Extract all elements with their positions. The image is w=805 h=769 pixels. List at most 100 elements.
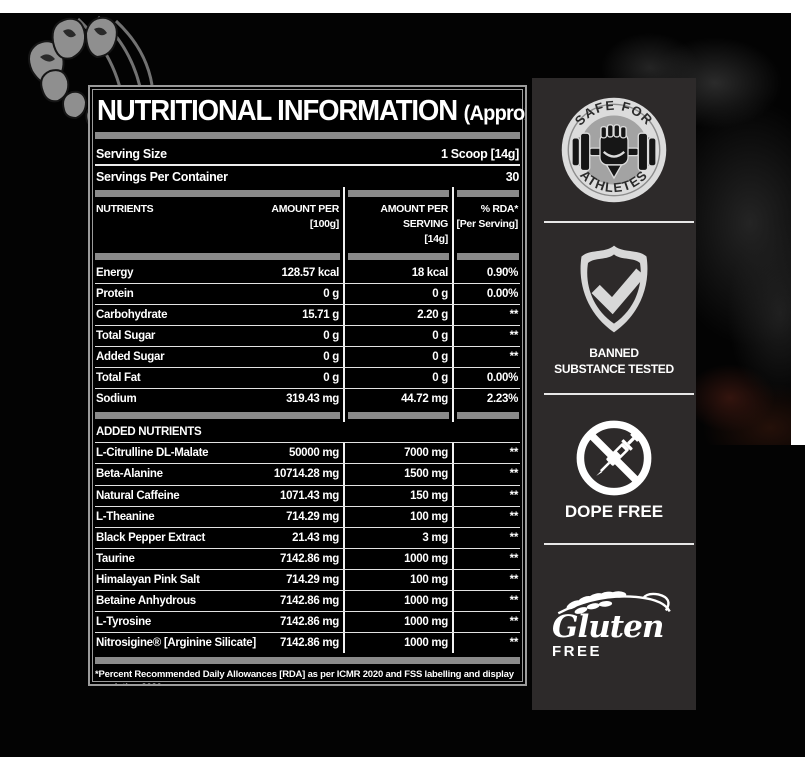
nutrient-name: Beta-Alanine (96, 468, 163, 481)
gluten-free-text: FREE (552, 643, 603, 661)
rda-percent: ** (452, 569, 520, 590)
nutrient-name: Betaine Anhydrous (96, 594, 196, 607)
table-row: L-Citrulline DL-Malate 50000 mg 7000 mg *… (95, 443, 520, 464)
panel-title-text: NUTRITIONAL INFORMATION (97, 95, 458, 127)
servings-per-container-value: 30 (505, 169, 520, 184)
amount-per-100g: 7142.86 mg (279, 552, 339, 565)
nutrient-name: Energy (96, 266, 134, 279)
serving-size-label: Serving Size (96, 146, 167, 161)
footnote: *Percent Recommended Daily Allowances [R… (95, 669, 520, 684)
col-header-rda: % RDA* [Per Serving] (452, 200, 520, 250)
amount-per-100g: 7142.86 mg (279, 616, 339, 629)
nutrition-panel: NUTRITIONAL INFORMATION (Approx.) Servin… (88, 85, 527, 686)
serving-size-row: Serving Size 1 Scoop [14g] (95, 143, 520, 164)
amount-per-serving: 44.72 mg (343, 389, 452, 410)
amount-per-100g: 0 g (323, 329, 339, 342)
page-white-margin (791, 13, 805, 445)
amount-per-100g: 0 g (323, 351, 339, 364)
col-header-per100: AMOUNT PER [100g] (271, 203, 339, 231)
amount-per-serving: 100 mg (343, 569, 452, 590)
rda-percent: ** (452, 464, 520, 485)
nutrient-name: L-Theanine (96, 510, 155, 523)
divider-bar-segmented (95, 409, 520, 423)
rda-percent: ** (452, 485, 520, 506)
rda-percent: ** (452, 548, 520, 569)
rda-percent: ** (452, 325, 520, 347)
amount-per-serving: 18 kcal (343, 262, 452, 283)
nutrient-name: Himalayan Pink Salt (96, 573, 200, 586)
amount-per-serving: 7000 mg (343, 443, 452, 464)
wheat-branch-icon (557, 591, 671, 615)
rda-percent: ** (452, 633, 520, 654)
table-row: Sodium 319.43 mg 44.72 mg 2.23% (95, 388, 520, 410)
amount-per-serving: 3 mg (343, 527, 452, 548)
dope-free-caption: DOPE FREE (564, 502, 664, 521)
added-nutrients-section-title: ADDED NUTRIENTS (95, 422, 520, 444)
table-row: Natural Caffeine 1071.43 mg 150 mg ** (95, 484, 520, 506)
amount-per-serving: 2.20 g (343, 304, 452, 325)
shield-check-icon (580, 245, 648, 333)
amount-per-serving: 1000 mg (343, 612, 452, 633)
amount-per-100g: 21.43 mg (292, 531, 339, 544)
footnote-line-1: *Percent Recommended Daily Allowances [R… (95, 669, 514, 684)
table-row: Total Fat 0 g 0 g 0.00% (95, 367, 520, 389)
nutrient-name: Nitrosigine® [Arginine Silicate] (96, 637, 256, 650)
amount-per-100g: 714.29 mg (286, 573, 339, 586)
nutrient-name: L-Citrulline DL-Malate (96, 447, 209, 460)
nutrient-name: Sodium (96, 393, 137, 406)
amount-per-serving: 0 g (343, 283, 452, 304)
amount-per-serving: 1500 mg (343, 464, 452, 485)
divider-bar-segmented (95, 249, 520, 263)
rda-percent: 0.00% (452, 283, 520, 304)
amount-per-100g: 7142.86 mg (279, 637, 339, 650)
safe-for-athletes-badge: SAFE FOR ATHLETES (532, 78, 696, 221)
amount-per-100g: 50000 mg (288, 447, 339, 460)
gluten-free-badge: Gluten FREE (532, 545, 696, 700)
certification-badges-panel: SAFE FOR ATHLETES (532, 78, 696, 710)
table-row: Energy 128.57 kcal 18 kcal 0.90% (95, 262, 520, 283)
nutrient-name: Taurine (96, 552, 135, 565)
table-row: Taurine 7142.86 mg 1000 mg ** (95, 547, 520, 569)
banned-badge-caption: BANNED SUBSTANCE TESTED (554, 345, 674, 376)
amount-per-serving: 0 g (343, 325, 452, 347)
panel-title: NUTRITIONAL INFORMATION (Approx.) (97, 95, 525, 128)
rda-percent: ** (452, 443, 520, 464)
nutrient-name: Total Sugar (96, 329, 156, 342)
amount-per-serving: 1000 mg (343, 590, 452, 612)
gluten-script-text: Gluten (552, 608, 664, 645)
table-row: Protein 0 g 0 g 0.00% (95, 282, 520, 304)
amount-per-serving: 1000 mg (343, 633, 452, 654)
amount-per-serving: 1000 mg (343, 548, 452, 569)
rda-percent: 0.00% (452, 368, 520, 389)
banned-substance-tested-badge: BANNED SUBSTANCE TESTED (532, 223, 696, 393)
servings-per-container-label: Servings Per Container (96, 169, 228, 184)
table-row: L-Tyrosine 7142.86 mg 1000 mg ** (95, 611, 520, 633)
divider-bar (95, 657, 520, 665)
table-row: Total Sugar 0 g 0 g ** (95, 324, 520, 347)
rda-percent: ** (452, 347, 520, 368)
amount-per-serving: 0 g (343, 368, 452, 389)
table-row: Beta-Alanine 10714.28 mg 1500 mg ** (95, 463, 520, 485)
nutrient-name: Black Pepper Extract (96, 531, 206, 544)
amount-per-serving: 100 mg (343, 506, 452, 527)
rda-percent: ** (452, 527, 520, 548)
nutrient-name: L-Tyrosine (96, 616, 151, 629)
table-row: Carbohydrate 15.71 g 2.20 g ** (95, 303, 520, 325)
nutrient-name: Natural Caffeine (96, 489, 180, 502)
amount-per-100g: 714.29 mg (286, 510, 339, 523)
amount-per-100g: 319.43 mg (286, 393, 339, 406)
table-row: Himalayan Pink Salt 714.29 mg 100 mg ** (95, 568, 520, 590)
panel-title-approx: (Approx.) (463, 102, 525, 125)
nutrient-name: Carbohydrate (96, 308, 168, 321)
divider-bar (95, 132, 520, 139)
amount-per-100g: 1071.43 mg (279, 489, 339, 502)
amount-per-serving: 150 mg (343, 485, 452, 506)
fist-dumbbell-icon: SAFE FOR ATHLETES (561, 97, 667, 202)
table-row: L-Theanine 714.29 mg 100 mg ** (95, 505, 520, 527)
col-header-nutrients: NUTRIENTS (96, 203, 154, 215)
label-artwork: NUTRITIONAL INFORMATION (Approx.) Servin… (0, 13, 805, 757)
col-header-per-serving: AMOUNT PER SERVING [14g] (343, 200, 452, 250)
nutrient-name: Protein (96, 287, 134, 300)
amount-per-serving: 0 g (343, 347, 452, 368)
amount-per-100g: 15.71 g (302, 308, 339, 321)
